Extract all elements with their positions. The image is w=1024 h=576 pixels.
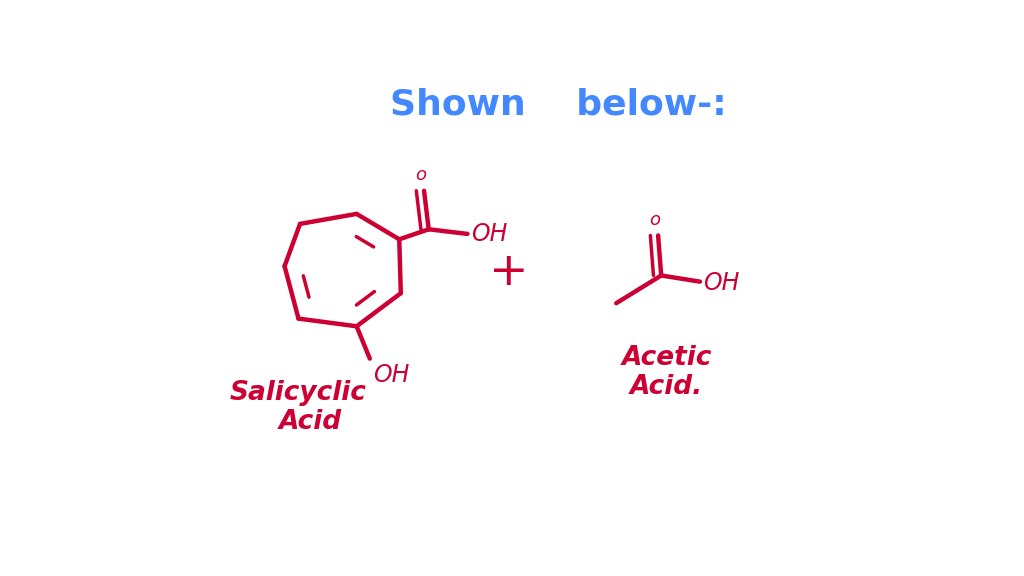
Text: OH: OH bbox=[373, 363, 410, 387]
Text: +: + bbox=[489, 250, 529, 295]
Text: Acid.: Acid. bbox=[630, 374, 703, 400]
Text: OH: OH bbox=[471, 222, 507, 246]
Text: Acetic: Acetic bbox=[622, 345, 712, 371]
Text: Shown    below-:: Shown below-: bbox=[390, 88, 726, 122]
Text: Salicyclic: Salicyclic bbox=[230, 380, 367, 406]
Text: Acid: Acid bbox=[279, 409, 342, 435]
Text: OH: OH bbox=[703, 271, 739, 295]
Text: o: o bbox=[416, 166, 426, 184]
Text: o: o bbox=[649, 210, 660, 229]
